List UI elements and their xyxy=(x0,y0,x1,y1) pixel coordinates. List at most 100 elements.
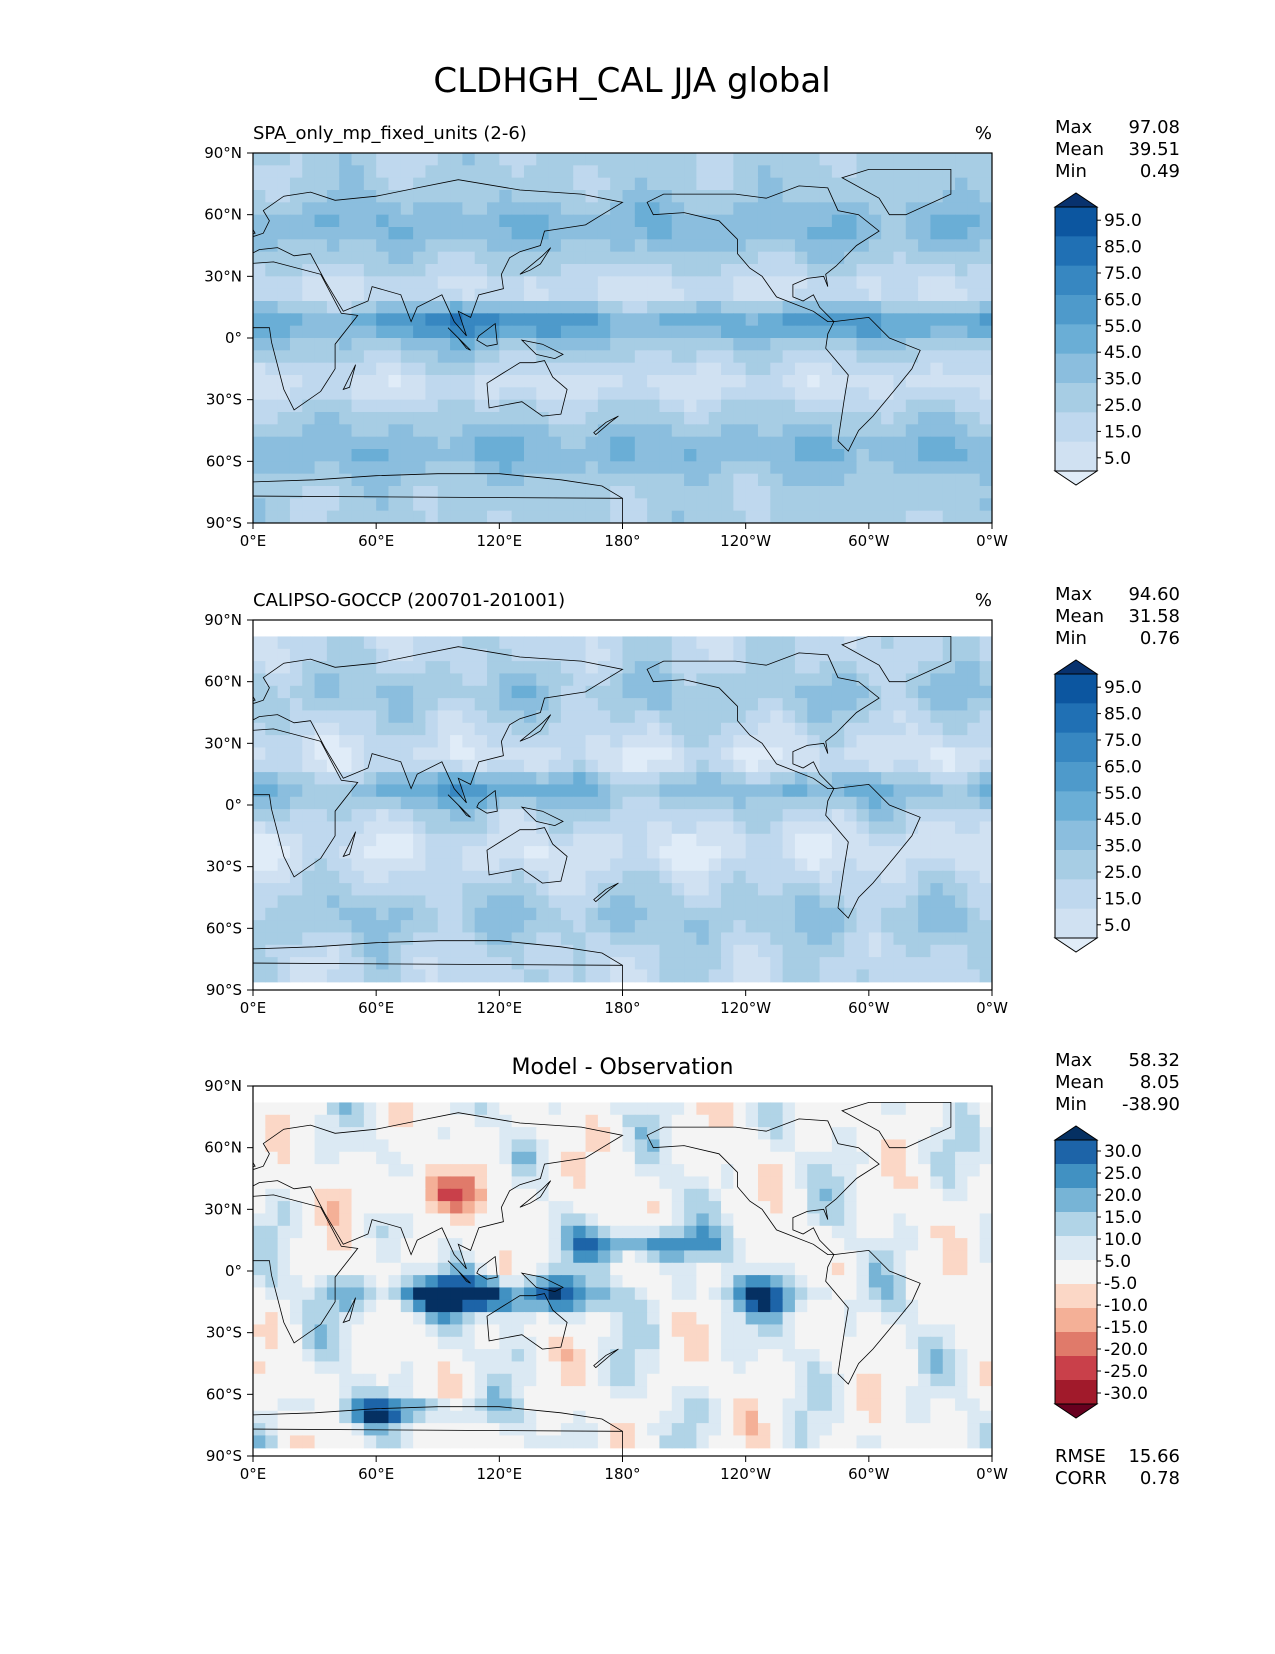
field-cell xyxy=(807,1127,820,1140)
field-cell xyxy=(795,1324,808,1337)
field-cell xyxy=(561,350,574,363)
field-cell xyxy=(438,424,451,437)
field-cell xyxy=(413,326,426,339)
field-cell xyxy=(610,1213,623,1226)
field-cell xyxy=(770,895,783,908)
field-cell xyxy=(623,1361,636,1374)
field-cell xyxy=(425,227,438,240)
field-cell xyxy=(586,338,599,351)
field-cell xyxy=(462,326,475,339)
field-cell xyxy=(672,375,685,388)
field-cell xyxy=(832,239,845,252)
field-cell xyxy=(918,846,931,859)
field-cell xyxy=(770,1337,783,1350)
field-cell xyxy=(315,400,328,413)
field-cell xyxy=(709,1287,722,1300)
field-cell xyxy=(598,1250,611,1263)
field-cell xyxy=(807,375,820,388)
field-cell xyxy=(967,400,980,413)
field-cell xyxy=(438,908,451,921)
field-cell xyxy=(881,1152,894,1165)
field-cell xyxy=(364,264,377,277)
field-cell xyxy=(783,895,796,908)
field-cell xyxy=(758,1263,771,1276)
field-cell xyxy=(352,1312,365,1325)
field-cell xyxy=(278,412,291,425)
field-cell xyxy=(536,1324,549,1337)
field-cell xyxy=(598,1337,611,1350)
field-cell xyxy=(980,673,993,686)
field-cell xyxy=(253,178,266,191)
field-cell xyxy=(290,215,303,228)
field-cell xyxy=(278,1102,291,1115)
field-cell xyxy=(672,289,685,302)
field-cell xyxy=(499,784,512,797)
field-cell xyxy=(696,698,709,711)
field-cell xyxy=(709,301,722,314)
field-cell xyxy=(893,153,906,166)
field-cell xyxy=(918,821,931,834)
field-cell xyxy=(696,1201,709,1214)
field-cell xyxy=(302,178,315,191)
field-cell xyxy=(499,895,512,908)
field-cell xyxy=(881,846,894,859)
field-cell xyxy=(820,1127,833,1140)
field-cell xyxy=(315,486,328,499)
field-cell xyxy=(610,723,623,736)
field-cell xyxy=(265,363,278,376)
field-cell xyxy=(438,735,451,748)
field-cell xyxy=(709,895,722,908)
field-cell xyxy=(352,698,365,711)
field-cell xyxy=(770,1176,783,1189)
field-cell xyxy=(462,412,475,425)
field-cell xyxy=(462,1201,475,1214)
field-cell xyxy=(561,747,574,760)
field-cell xyxy=(672,1176,685,1189)
field-cell xyxy=(881,400,894,413)
field-cell xyxy=(265,1263,278,1276)
field-cell xyxy=(635,1213,648,1226)
field-cell xyxy=(733,1312,746,1325)
field-cell xyxy=(401,474,414,487)
field-cell xyxy=(487,1139,500,1152)
field-cell xyxy=(536,474,549,487)
field-cell xyxy=(881,920,894,933)
field-cell xyxy=(499,797,512,810)
field-cell xyxy=(635,153,648,166)
field-cell xyxy=(487,1287,500,1300)
field-cell xyxy=(709,313,722,326)
field-cell xyxy=(401,1374,414,1387)
field-cell xyxy=(339,784,352,797)
field-cell xyxy=(573,636,586,649)
field-cell xyxy=(795,661,808,674)
field-cell xyxy=(635,215,648,228)
field-cell xyxy=(893,784,906,797)
field-cell xyxy=(475,834,488,847)
field-cell xyxy=(844,1115,857,1128)
field-cell xyxy=(475,1127,488,1140)
field-cell xyxy=(352,511,365,524)
field-cell xyxy=(647,821,660,834)
field-cell xyxy=(980,1176,993,1189)
field-cell xyxy=(672,636,685,649)
field-cell xyxy=(807,636,820,649)
field-cell xyxy=(278,784,291,797)
field-cell xyxy=(869,239,882,252)
field-cell xyxy=(844,932,857,945)
field-cell xyxy=(746,400,759,413)
field-cell xyxy=(561,710,574,723)
field-cell xyxy=(462,363,475,376)
field-cell xyxy=(315,202,328,215)
field-cell xyxy=(450,661,463,674)
field-cell xyxy=(450,1324,463,1337)
field-cell xyxy=(857,1226,870,1239)
field-cell xyxy=(844,1349,857,1362)
field-cell xyxy=(770,363,783,376)
field-cell xyxy=(499,1238,512,1251)
field-cell xyxy=(499,276,512,289)
field-cell xyxy=(869,252,882,265)
field-cell xyxy=(512,215,525,228)
field-cell xyxy=(499,1263,512,1276)
field-cell xyxy=(635,1164,648,1177)
field-cell xyxy=(684,723,697,736)
